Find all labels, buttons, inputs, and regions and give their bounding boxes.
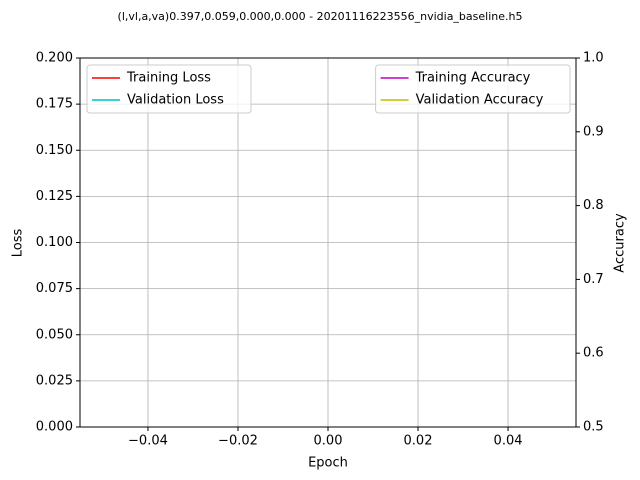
legend-label: Validation Accuracy — [416, 93, 544, 108]
legend-label: Training Accuracy — [415, 71, 531, 86]
y2-tick-label: 0.6 — [583, 346, 604, 361]
y2-axis-label: Accuracy — [613, 213, 628, 273]
y-tick-label: 0.125 — [36, 189, 73, 204]
legend-box — [375, 64, 571, 114]
y-tick-label: 0.200 — [36, 51, 73, 66]
chart-title: (l,vl,a,va)0.397,0.059,0.000,0.000 - 202… — [118, 10, 523, 23]
y2-tick-label: 0.8 — [583, 198, 604, 213]
y-tick-label: 0.075 — [36, 281, 73, 296]
x-tick-label: −0.02 — [218, 434, 258, 449]
x-tick-label: 0.04 — [494, 434, 523, 449]
x-tick-label: 0.00 — [314, 434, 343, 449]
x-tick-label: 0.02 — [404, 434, 433, 449]
y2-tick-label: 0.5 — [583, 420, 604, 435]
plot-frame — [79, 57, 577, 428]
y-tick-label: 0.025 — [36, 373, 73, 388]
y-tick-label: 0.150 — [36, 143, 73, 158]
legend-box — [86, 64, 252, 114]
x-axis-label: Epoch — [308, 456, 348, 471]
y-tick-label: 0.100 — [36, 235, 73, 250]
y-tick-label: 0.175 — [36, 97, 73, 112]
y2-tick-label: 0.7 — [583, 272, 604, 287]
legend-label: Training Loss — [126, 71, 211, 86]
y2-tick-label: 0.9 — [583, 124, 604, 139]
y2-tick-label: 1.0 — [583, 51, 604, 66]
x-tick-label: −0.04 — [128, 434, 168, 449]
y-axis-label: Loss — [11, 229, 26, 258]
y-tick-label: 0.050 — [36, 327, 73, 342]
y-tick-label: 0.000 — [36, 420, 73, 435]
legend-label: Validation Loss — [127, 93, 224, 108]
